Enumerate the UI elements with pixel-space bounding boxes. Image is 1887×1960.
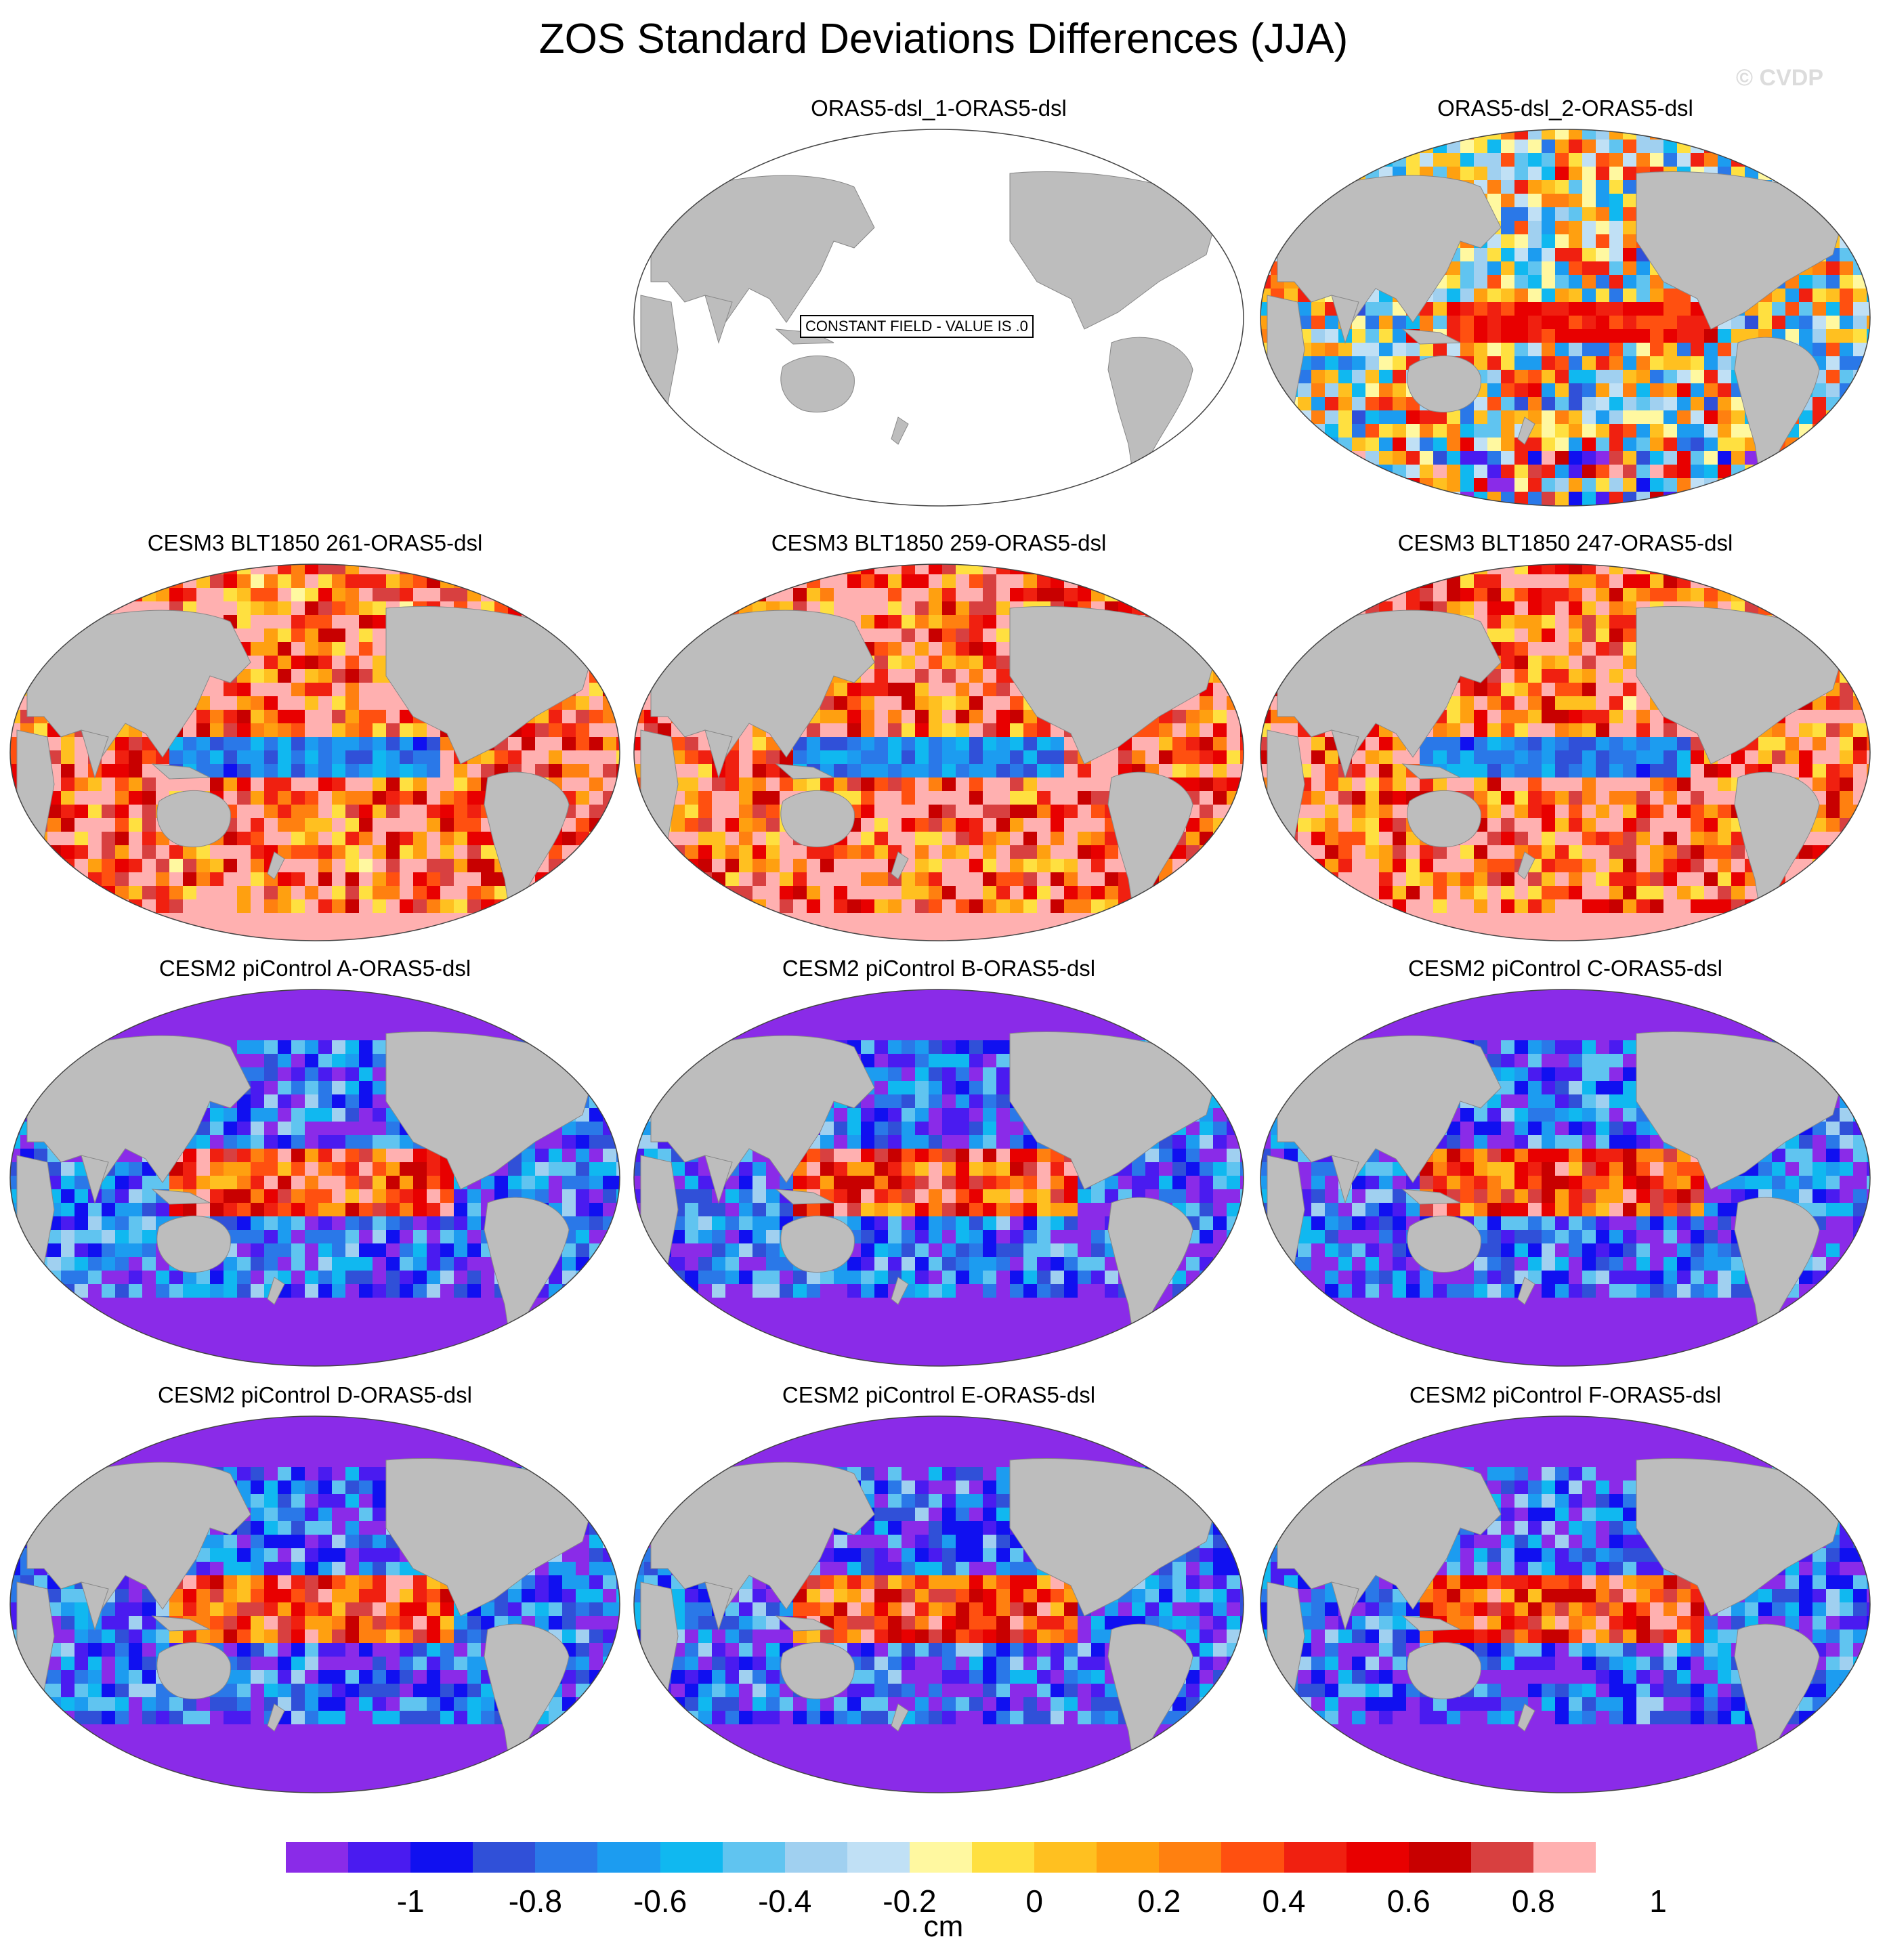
colorbar-tick-label: -0.2 [883,1883,937,1919]
map-panel: CESM2 piControl F-ORAS5-dsl [1257,1382,1873,1802]
panel-title: ORAS5-dsl_1-ORAS5-dsl [811,95,1067,121]
world-map [1260,129,1871,507]
panel-title: CESM2 piControl E-ORAS5-dsl [782,1382,1096,1407]
copyright-watermark: © CVDP [1736,65,1823,91]
world-map [1260,989,1871,1367]
map-panel: CESM2 piControl E-ORAS5-dsl [631,1382,1247,1802]
colorbar-swatch [660,1842,723,1873]
map-panel: ORAS5-dsl_2-ORAS5-dsl [1257,95,1873,515]
panel-title: CESM3 BLT1850 261-ORAS5-dsl [147,530,483,555]
world-map [633,989,1244,1367]
map-panel: CESM2 piControl D-ORAS5-dsl [7,1382,623,1802]
colorbar-swatch [1346,1842,1409,1873]
colorbar-tick-label: 0.6 [1386,1883,1430,1919]
map-panel: CESM3 BLT1850 247-ORAS5-dsl [1257,530,1873,950]
world-map [633,1415,1244,1793]
colorbar-swatch [847,1842,910,1873]
colorbar-swatch [1533,1842,1596,1873]
map-panel: ORAS5-dsl_1-ORAS5-dsl CONSTANT FIELD - VA… [631,95,1247,515]
colorbar-swatch [784,1842,848,1873]
colorbar-swatch [1097,1842,1160,1873]
world-map [9,989,620,1367]
map-panel: CESM3 BLT1850 261-ORAS5-dsl [7,530,623,950]
colorbar-tick-label: -0.4 [758,1883,812,1919]
colorbar-swatch [410,1842,473,1873]
colorbar-tick-label: 0.8 [1511,1883,1555,1919]
colorbar-tick-label: 0 [1025,1883,1043,1919]
map-panel: CESM2 piControl A-ORAS5-dsl [7,955,623,1375]
colorbar-swatch [597,1842,661,1873]
world-map [633,563,1244,941]
map-panel: CESM3 BLT1850 259-ORAS5-dsl [631,530,1247,950]
colorbar-tick-label: 1 [1649,1883,1667,1919]
colorbar-tick-label: -0.6 [633,1883,687,1919]
colorbar-tick-label: 0.4 [1262,1883,1306,1919]
panel-title: CESM3 BLT1850 247-ORAS5-dsl [1397,530,1733,555]
panel-title: ORAS5-dsl_2-ORAS5-dsl [1437,95,1693,121]
panel-title: CESM2 piControl D-ORAS5-dsl [158,1382,472,1407]
constant-field-label: CONSTANT FIELD - VALUE IS .0 [800,315,1034,338]
figure-title: ZOS Standard Deviations Differences (JJA… [538,16,1349,62]
world-map [9,563,620,941]
colorbar-tick-label: -0.8 [508,1883,562,1919]
colorbar-swatch [535,1842,598,1873]
panel-title: CESM2 piControl A-ORAS5-dsl [158,956,471,981]
colorbar-swatch [348,1842,411,1873]
colorbar-swatch [909,1842,973,1873]
map-panel: CESM2 piControl C-ORAS5-dsl [1257,955,1873,1375]
colorbar-swatch [722,1842,786,1873]
colorbar-swatch [972,1842,1035,1873]
colorbar-swatch [1221,1842,1285,1873]
colorbar-units: cm [923,1910,964,1943]
colorbar-swatch [1470,1842,1534,1873]
colorbar-swatch [1284,1842,1347,1873]
panel-title: CESM2 piControl F-ORAS5-dsl [1409,1382,1722,1407]
colorbar-swatch [286,1842,349,1873]
colorbar-tick-label: -1 [396,1883,425,1919]
colorbar-swatch [1034,1842,1097,1873]
world-map [1260,1415,1871,1793]
colorbar-swatch [1408,1842,1472,1873]
colorbar [286,1842,1596,1873]
panel-title: CESM2 piControl C-ORAS5-dsl [1408,956,1722,981]
colorbar-tick-label: 0.2 [1137,1883,1181,1919]
world-map [1260,563,1871,941]
map-panel: CESM2 piControl B-ORAS5-dsl [631,955,1247,1375]
colorbar-swatch [473,1842,536,1873]
world-map [9,1415,620,1793]
panel-title: CESM3 BLT1850 259-ORAS5-dsl [771,530,1107,555]
colorbar-swatch [1159,1842,1222,1873]
panel-title: CESM2 piControl B-ORAS5-dsl [782,956,1096,981]
